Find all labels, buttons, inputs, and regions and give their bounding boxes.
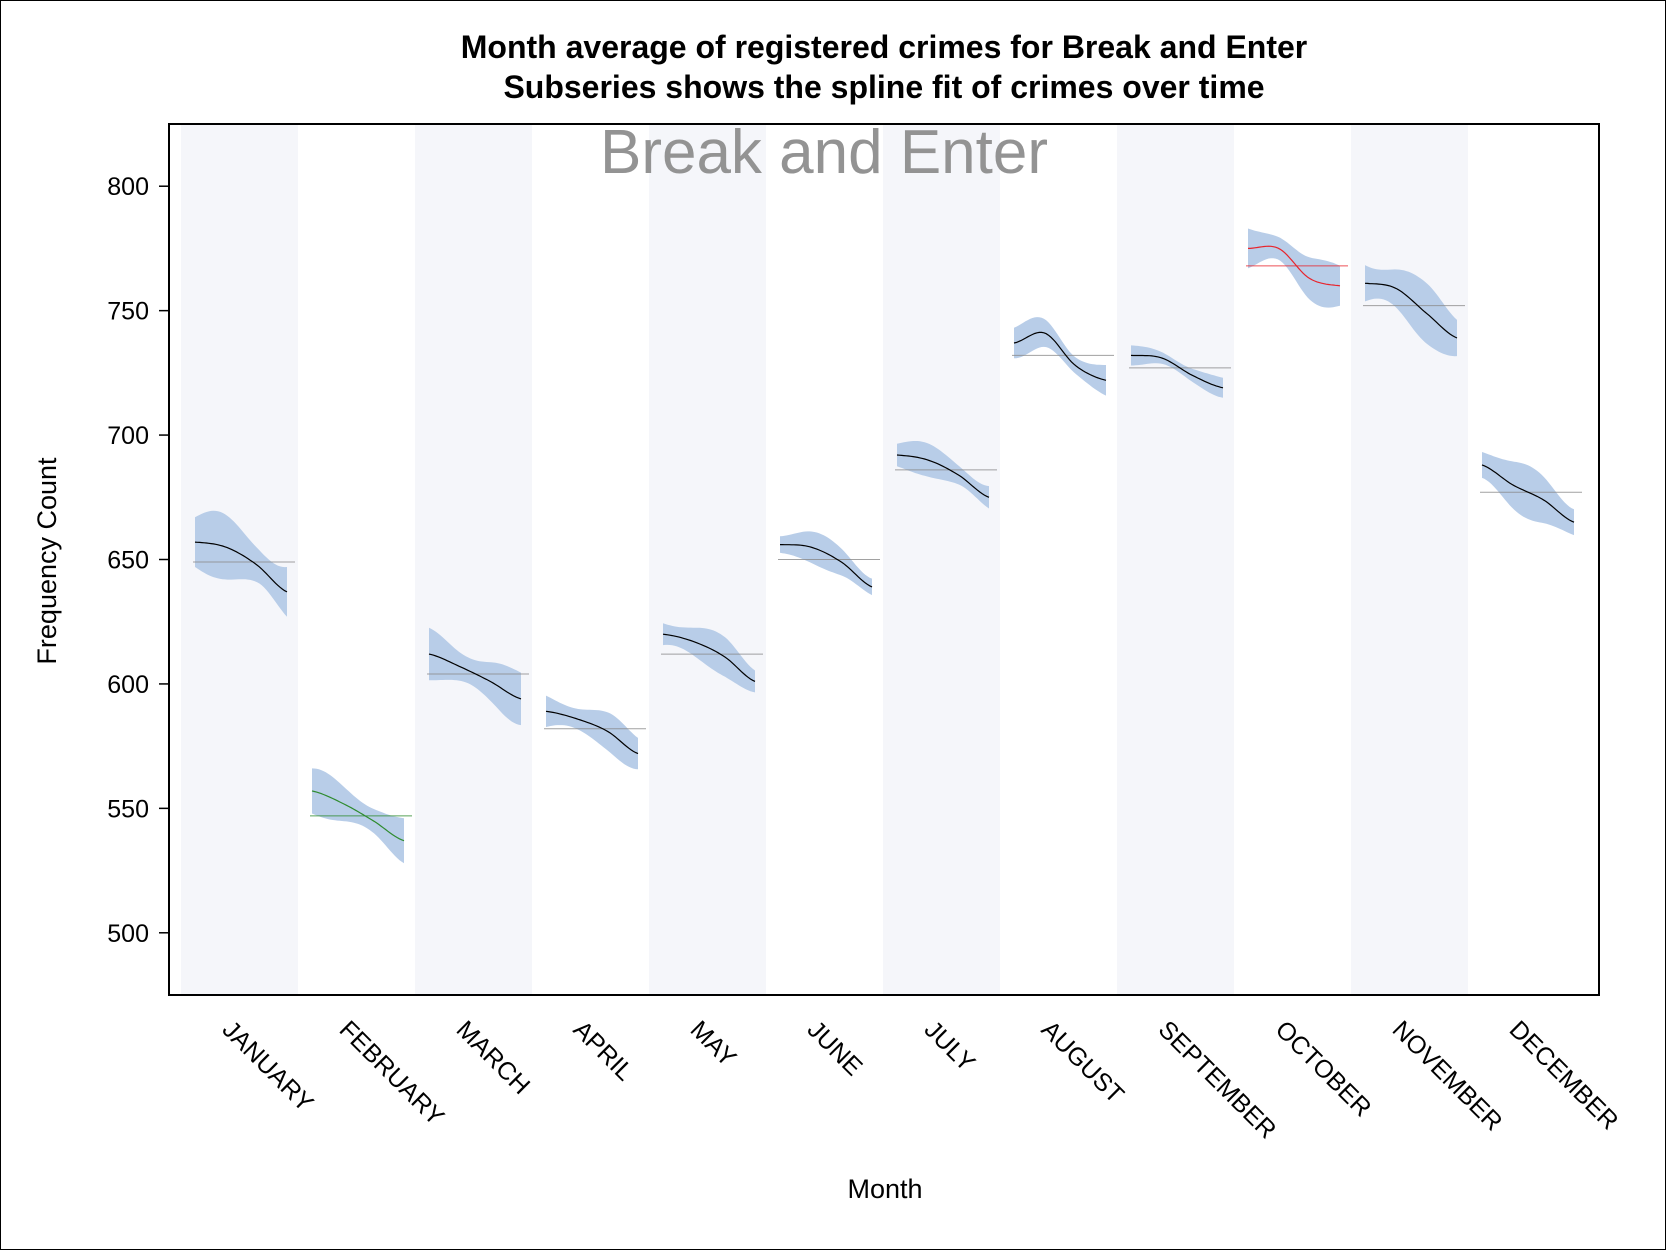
x-tick-label-june: JUNE	[802, 1015, 868, 1081]
x-tick-label-january: JANUARY	[217, 1015, 319, 1117]
plot-area: JANUARY FEBRUARY MARCH APRIL MAY JUNE JULY AUGU…	[107, 123, 1624, 1144]
x-tick-label-may: MAY	[685, 1015, 742, 1072]
confidence-band-september	[1131, 345, 1223, 398]
confidence-band-october	[1248, 228, 1340, 308]
confidence-band-march	[429, 627, 521, 726]
y-axis-label: Frequency Count	[32, 457, 62, 665]
spline-line-january	[194, 541, 288, 593]
x-tick-label-march: MARCH	[451, 1015, 536, 1100]
confidence-band-august	[1014, 317, 1106, 396]
y-tick-label-600: 600	[107, 671, 149, 699]
confidence-band-december	[1482, 452, 1574, 536]
confidence-band-november	[1365, 265, 1457, 357]
confidence-band-june	[780, 531, 872, 596]
x-tick-label-december: DECEMBER	[1504, 1015, 1624, 1135]
confidence-band-january	[195, 510, 287, 617]
spline-line-september	[1130, 354, 1224, 389]
confidence-band-may	[663, 623, 755, 693]
x-tick-label-april: APRIL	[568, 1015, 639, 1086]
spline-line-october	[1248, 245, 1341, 287]
x-axis-label: Month	[847, 1174, 922, 1204]
x-tick-label-september: SEPTEMBER	[1153, 1015, 1282, 1144]
x-tick-label-august: AUGUST	[1036, 1015, 1129, 1108]
y-tick-label-700: 700	[107, 422, 149, 450]
plot-border	[168, 123, 1600, 996]
inset-label: Break and Enter	[600, 118, 1048, 187]
column-band-march	[415, 125, 532, 994]
spline-line-december	[1481, 464, 1575, 523]
y-tick-label-750: 750	[107, 298, 149, 326]
x-tick-label-october: OCTOBER	[1270, 1015, 1377, 1122]
confidence-band-april	[546, 695, 638, 770]
spline-line-june	[780, 544, 873, 588]
y-tick-label-650: 650	[107, 547, 149, 575]
column-band-may	[649, 125, 766, 994]
spline-line-august	[1013, 331, 1107, 381]
column-band-july	[883, 125, 1000, 994]
x-tick-label-july: JULY	[919, 1015, 981, 1077]
x-tick-label-november: NOVEMBER	[1387, 1015, 1508, 1136]
chart-subtitle: Subseries shows the spline fit of crimes…	[503, 69, 1264, 105]
spline-line-february	[311, 790, 405, 842]
y-tick-label-550: 550	[107, 795, 149, 823]
spline-line-march	[428, 653, 522, 700]
spline-line-november	[1364, 282, 1458, 339]
column-band-november	[1351, 125, 1468, 994]
y-tick-label-800: 800	[107, 173, 149, 201]
spline-line-april	[545, 710, 639, 755]
spline-line-may	[662, 633, 756, 682]
column-band-september	[1117, 125, 1234, 994]
y-tick-label-500: 500	[107, 920, 149, 948]
spline-line-july	[896, 454, 990, 498]
x-tick-label-february: FEBRUARY	[334, 1015, 450, 1131]
chart-title: Month average of registered crimes for B…	[461, 29, 1307, 65]
